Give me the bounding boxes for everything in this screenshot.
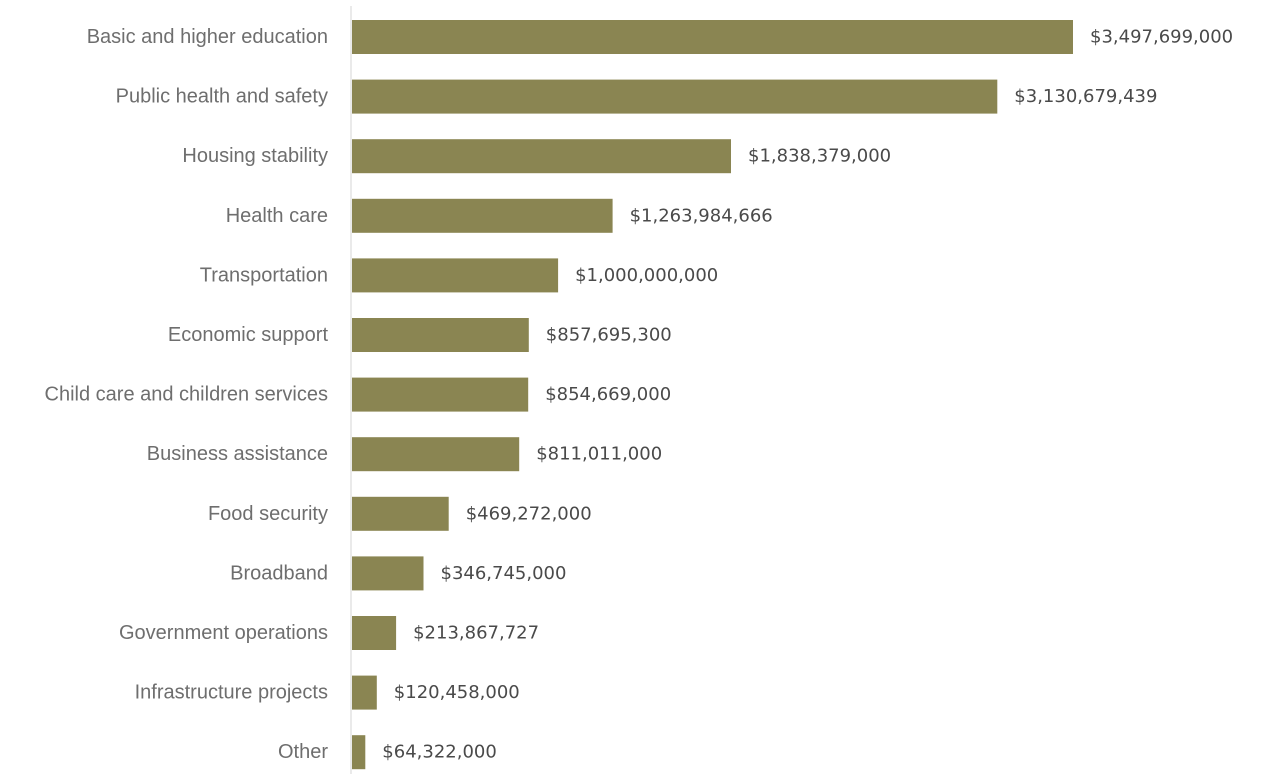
category-label: Government operations <box>119 622 328 644</box>
bar <box>352 496 449 531</box>
value-label: $120,458,000 <box>394 682 520 703</box>
category-label: Food security <box>208 503 328 525</box>
bar <box>352 20 1073 54</box>
category-label: Infrastructure projects <box>135 682 328 704</box>
value-label: $469,272,000 <box>466 503 592 524</box>
value-label: $1,000,000,000 <box>575 265 718 286</box>
bar <box>352 79 998 114</box>
category-label: Health care <box>226 205 328 227</box>
bar <box>352 735 366 770</box>
value-label: $811,011,000 <box>536 444 662 465</box>
bar <box>352 556 424 591</box>
value-label: $1,838,379,000 <box>748 146 891 167</box>
value-label: $857,695,300 <box>546 325 672 346</box>
category-label: Economic support <box>168 324 329 346</box>
category-labels-group: Basic and higher education Public health … <box>45 26 329 763</box>
value-label: $3,130,679,439 <box>1014 86 1157 107</box>
bars-group <box>352 20 1073 770</box>
category-label: Broadband <box>230 562 328 584</box>
category-label: Business assistance <box>147 443 328 465</box>
value-label: $854,669,000 <box>545 384 671 405</box>
bar <box>352 437 520 472</box>
bar <box>352 675 377 710</box>
value-label: $3,497,699,000 <box>1090 27 1233 48</box>
category-label: Other <box>278 741 328 763</box>
category-label: Public health and safety <box>116 86 328 108</box>
bar <box>352 377 529 412</box>
value-label: $1,263,984,666 <box>630 205 773 226</box>
value-label: $64,322,000 <box>382 742 497 763</box>
bar <box>352 139 731 174</box>
category-label: Housing stability <box>182 145 328 167</box>
value-label: $213,867,727 <box>413 623 539 644</box>
category-label: Child care and children services <box>45 384 328 406</box>
bar <box>352 198 613 233</box>
category-label: Transportation <box>200 264 328 286</box>
value-labels-group: $3,497,699,000 $3,130,679,439 $1,838,379,0… <box>382 27 1233 763</box>
bar <box>352 258 559 293</box>
bar <box>352 318 529 352</box>
value-label: $346,745,000 <box>441 563 567 584</box>
category-label: Basic and higher education <box>87 26 328 48</box>
bar <box>352 616 397 650</box>
